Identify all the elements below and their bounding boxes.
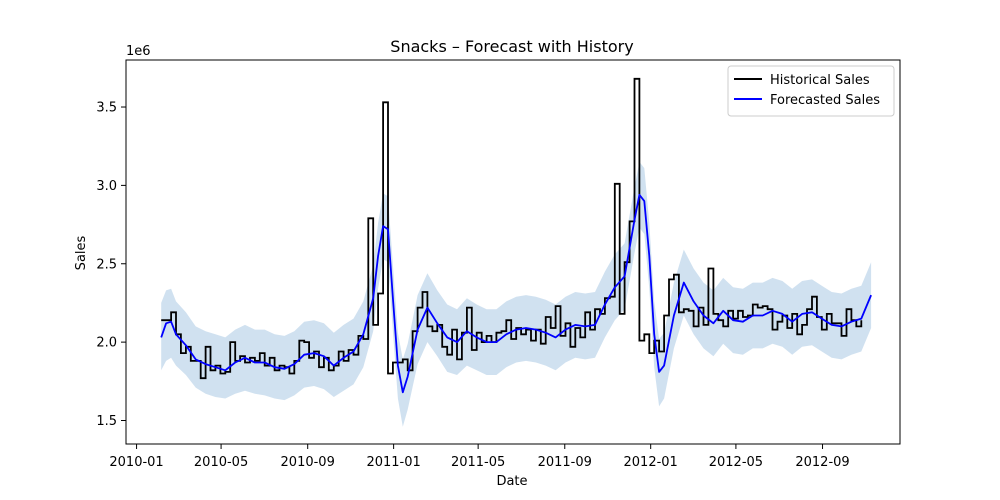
y-offset-label: 1e6: [126, 44, 151, 59]
x-tick-label: 2010-05: [194, 455, 248, 470]
legend-box: [727, 65, 895, 117]
x-tick-label: 2011-05: [451, 455, 505, 470]
axes: 2010-01 2010-05 2010-09 2011-01 2011-05 2011-…: [96, 59, 901, 470]
x-axis-label: Date: [496, 474, 527, 489]
chart-title: Snacks – Forecast with History: [390, 37, 633, 56]
historical-sales-line: [161, 77, 863, 380]
y-tick-label: 2.5: [96, 257, 117, 272]
forecasted-sales-line: [160, 193, 872, 394]
plot-frame: [125, 59, 901, 445]
x-tick-label: 2011-01: [366, 455, 420, 470]
x-tick-label: 2010-01: [109, 455, 163, 470]
y-tick-label: 3.5: [96, 101, 117, 116]
y-tick-label: 1.5: [96, 414, 117, 429]
legend-label-historical: Historical Sales: [770, 73, 870, 88]
x-tick-label: 2012-05: [709, 455, 763, 470]
y-tick-label: 3.0: [96, 179, 117, 194]
plot-area: [160, 77, 872, 427]
x-tick-label: 2012-09: [795, 455, 849, 470]
legend: Historical Sales Forecasted Sales: [727, 65, 895, 117]
y-axis-label: Sales: [74, 235, 89, 270]
x-tick-label: 2012-01: [624, 455, 678, 470]
y-tick-label: 2.0: [96, 336, 117, 351]
x-tick-label: 2010-09: [281, 455, 335, 470]
x-tick-label: 2011-09: [538, 455, 592, 470]
legend-label-forecast: Forecasted Sales: [770, 93, 880, 108]
